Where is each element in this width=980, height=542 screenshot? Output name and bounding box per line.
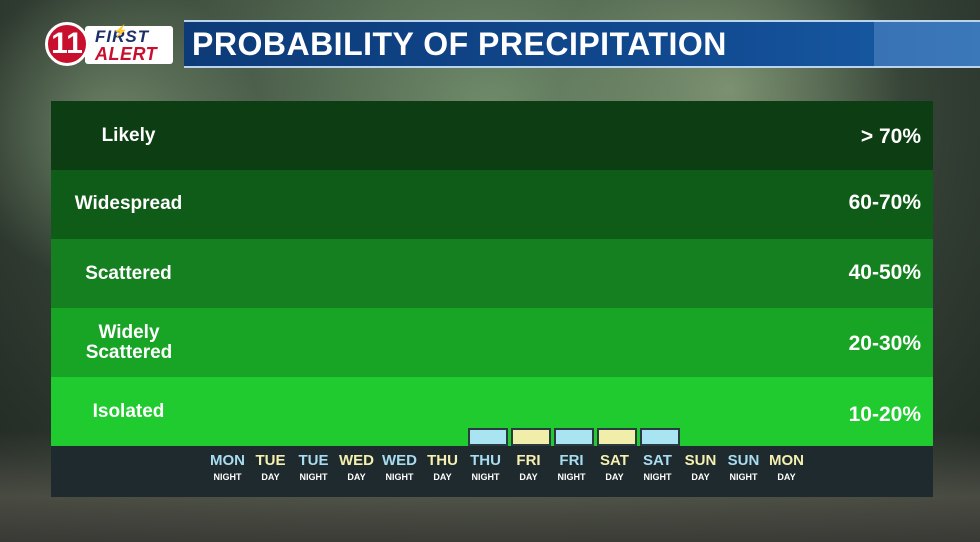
x-tick-label: TUE NIGHT bbox=[292, 452, 335, 484]
x-tick-label: MON DAY bbox=[765, 452, 808, 484]
band-widespread: Widespread 60-70% bbox=[51, 170, 933, 239]
tick-part-label: DAY bbox=[433, 472, 452, 482]
tick-day-label: TUE bbox=[298, 452, 329, 469]
tick-part-label: DAY bbox=[347, 472, 366, 482]
band-range: 10-20% bbox=[848, 403, 921, 426]
tick-part-label: DAY bbox=[605, 472, 624, 482]
lightning-icon: ⚡ bbox=[113, 24, 128, 38]
x-tick-label: SUN NIGHT bbox=[722, 452, 765, 484]
tick-day-label: WED bbox=[382, 452, 417, 469]
logo-first-text: FIRST bbox=[95, 27, 150, 46]
tick-day-label: THU bbox=[470, 452, 501, 469]
tick-day-label: WED bbox=[339, 452, 374, 469]
x-tick-label: WED DAY bbox=[335, 452, 378, 484]
band-label: Widespread bbox=[74, 193, 183, 214]
band-label: Likely bbox=[101, 125, 156, 146]
page-title: PROBABILITY OF PRECIPITATION bbox=[192, 26, 727, 62]
tick-part-label: NIGHT bbox=[385, 472, 414, 482]
tick-day-label: SUN bbox=[727, 452, 760, 469]
title-bar-accent bbox=[874, 22, 980, 66]
tick-day-label: FRI bbox=[516, 452, 541, 469]
band-label: Isolated bbox=[92, 401, 165, 422]
pop-bar bbox=[640, 428, 680, 446]
tick-part-label: NIGHT bbox=[557, 472, 586, 482]
x-tick-label: THU NIGHT bbox=[464, 452, 507, 484]
tick-part-label: NIGHT bbox=[299, 472, 328, 482]
tick-day-label: MON bbox=[210, 452, 245, 469]
tick-day-label: FRI bbox=[559, 452, 584, 469]
tick-day-label: TUE bbox=[255, 452, 286, 469]
x-tick-label: FRI NIGHT bbox=[550, 452, 593, 484]
band-range: > 70% bbox=[860, 125, 921, 148]
x-tick-label: SAT DAY bbox=[593, 452, 636, 484]
tick-part-label: DAY bbox=[777, 472, 796, 482]
tick-day-label: SUN bbox=[684, 452, 717, 469]
band-label: Widely Scattered bbox=[85, 322, 173, 363]
band-range: 40-50% bbox=[848, 261, 921, 284]
pop-chart: Likely > 70% Widespread 60-70% Scattered… bbox=[51, 101, 933, 446]
tick-day-label: THU bbox=[427, 452, 458, 469]
logo-badge: 11 bbox=[45, 22, 89, 66]
tick-day-label: SAT bbox=[600, 452, 629, 469]
tick-part-label: NIGHT bbox=[471, 472, 500, 482]
x-tick-label: MON NIGHT bbox=[206, 452, 249, 484]
band-widely-scattered: Widely Scattered 20-30% bbox=[51, 308, 933, 377]
band-label: Scattered bbox=[85, 263, 172, 284]
logo-plate bbox=[85, 26, 173, 64]
tick-part-label: NIGHT bbox=[643, 472, 672, 482]
x-tick-label: SAT NIGHT bbox=[636, 452, 679, 484]
tick-part-label: DAY bbox=[261, 472, 280, 482]
pop-bar bbox=[511, 428, 551, 446]
x-tick-label: WED NIGHT bbox=[378, 452, 421, 484]
pop-bar bbox=[468, 428, 508, 446]
tick-part-label: NIGHT bbox=[729, 472, 758, 482]
station-logo: 11 FIRST ⚡ ALERT bbox=[45, 22, 175, 70]
x-tick-label: TUE DAY bbox=[249, 452, 292, 484]
pop-bar bbox=[597, 428, 637, 446]
x-tick-label: FRI DAY bbox=[507, 452, 550, 484]
title-bar: PROBABILITY OF PRECIPITATION bbox=[184, 20, 980, 68]
tick-part-label: DAY bbox=[519, 472, 538, 482]
x-tick-label: THU DAY bbox=[421, 452, 464, 484]
band-scattered: Scattered 40-50% bbox=[51, 239, 933, 308]
band-range: 20-30% bbox=[848, 332, 921, 355]
x-tick-label: SUN DAY bbox=[679, 452, 722, 484]
logo-alert-text: ALERT bbox=[95, 44, 158, 64]
tick-day-label: SAT bbox=[643, 452, 672, 469]
x-axis: MON NIGHT TUE DAY TUE NIGHT WED DAY WED NIGHT THU D… bbox=[51, 446, 933, 497]
tick-part-label: DAY bbox=[691, 472, 710, 482]
band-range: 60-70% bbox=[848, 191, 921, 214]
pop-bar bbox=[554, 428, 594, 446]
tick-part-label: NIGHT bbox=[213, 472, 242, 482]
band-likely: Likely > 70% bbox=[51, 101, 933, 170]
tick-day-label: MON bbox=[769, 452, 804, 469]
